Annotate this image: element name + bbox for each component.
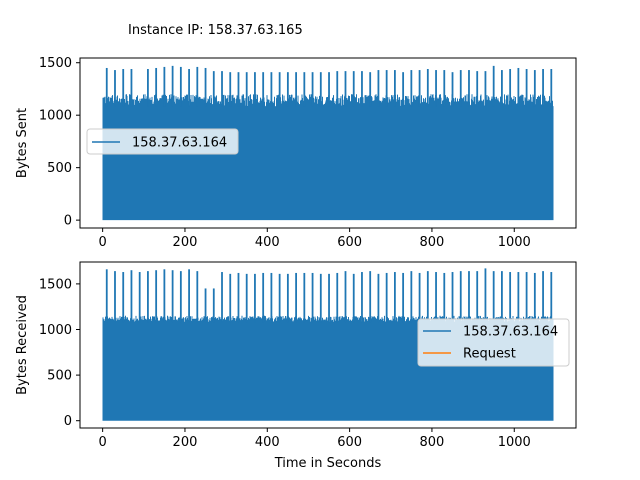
y-tick-label: 1000 [39, 323, 72, 338]
subplot-bytes-received: 0 200 400 600 800 1000 0 500 1000 1500 Bytes Rec… [15, 261, 577, 471]
legend-box [86, 128, 239, 155]
x-tick-label: 600 [337, 235, 362, 250]
series-line [102, 94, 554, 221]
y-tick-label: 1500 [39, 56, 72, 71]
legend-box [417, 318, 570, 367]
x-tick-label: 800 [420, 235, 445, 250]
x-tick-label: 200 [173, 235, 198, 250]
y-tick-label: 500 [47, 369, 72, 384]
x-axis-ticks: 0 200 400 600 800 1000 [98, 228, 531, 250]
x-tick-label: 0 [98, 235, 106, 250]
y-axis-ticks: 0 500 1000 1500 [39, 56, 80, 229]
axes-frame [79, 57, 577, 229]
y-axis-label: Bytes Received [15, 295, 30, 395]
y-tick-label: 1500 [39, 277, 72, 292]
plot-area-bytes-sent [102, 65, 554, 221]
figure-title: Instance IP: 158.37.63.165 [128, 23, 303, 38]
x-axis-ticks: 0 200 400 600 800 1000 [98, 428, 531, 450]
y-axis-label: Bytes Sent [15, 108, 30, 178]
x-tick-label: 400 [255, 435, 280, 450]
axes-frame [79, 261, 577, 429]
y-tick-label: 500 [47, 161, 72, 176]
x-axis-label: Time in Seconds [274, 456, 382, 471]
x-tick-label: 200 [173, 435, 198, 450]
legend-entry-label: Request [463, 347, 516, 362]
x-tick-label: 600 [337, 435, 362, 450]
y-tick-label: 0 [64, 414, 72, 429]
y-tick-label: 1000 [39, 109, 72, 124]
legend: 158.37.63.164 Request [417, 318, 570, 367]
legend-entry-label: 158.37.63.164 [463, 325, 558, 340]
y-axis-ticks: 0 500 1000 1500 [39, 277, 80, 429]
y-tick-label: 0 [64, 214, 72, 229]
x-tick-label: 0 [98, 435, 106, 450]
subplot-bytes-sent: 0 200 400 600 800 1000 0 500 1000 1500 Bytes Sen… [15, 56, 577, 250]
x-tick-label: 1000 [498, 435, 531, 450]
legend: 158.37.63.164 [86, 128, 239, 155]
x-tick-label: 1000 [498, 235, 531, 250]
x-tick-label: 800 [420, 435, 445, 450]
legend-entry-label: 158.37.63.164 [132, 136, 227, 151]
x-tick-label: 400 [255, 235, 280, 250]
